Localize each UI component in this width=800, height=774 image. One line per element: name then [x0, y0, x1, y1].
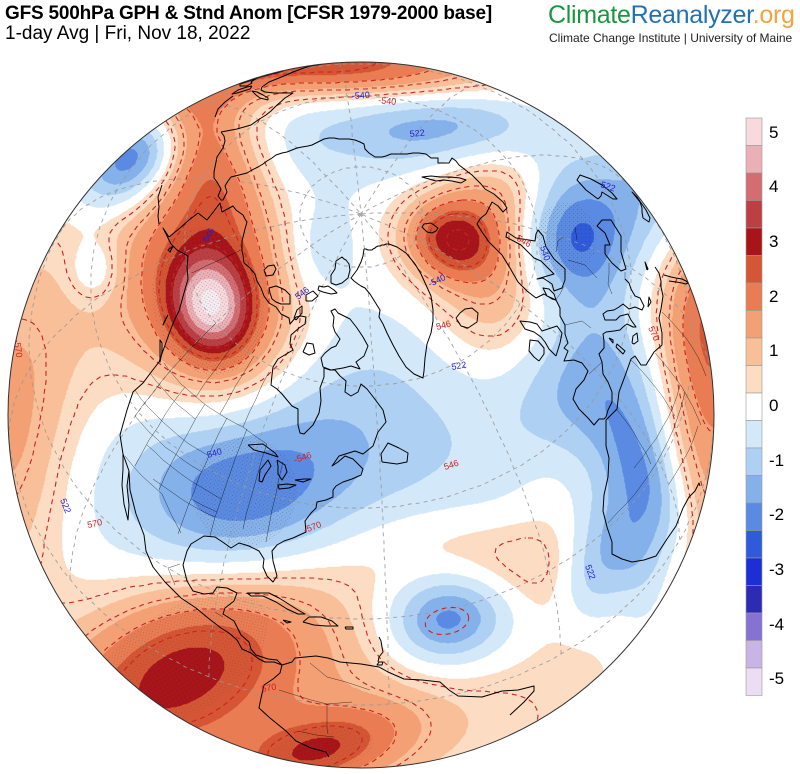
svg-text:-5: -5 — [769, 669, 784, 688]
svg-text:522: 522 — [451, 360, 468, 372]
svg-text:1: 1 — [769, 341, 778, 360]
svg-text:-3: -3 — [769, 560, 784, 579]
svg-text:522: 522 — [409, 127, 425, 139]
svg-text:546: 546 — [435, 318, 452, 332]
svg-text:-540: -540 — [378, 95, 397, 107]
svg-text:522: 522 — [599, 179, 616, 193]
svg-text:0: 0 — [769, 396, 778, 415]
svg-text:522: 522 — [583, 563, 598, 581]
svg-text:-540: -540 — [351, 90, 370, 101]
svg-text:4: 4 — [769, 177, 778, 196]
svg-text:546: 546 — [443, 458, 460, 472]
svg-text:570: 570 — [86, 517, 103, 530]
svg-text:-1: -1 — [769, 451, 784, 470]
svg-text:540: 540 — [538, 245, 552, 262]
svg-text:-4: -4 — [769, 615, 784, 634]
svg-text:540: 540 — [206, 446, 223, 460]
svg-text:570: 570 — [261, 682, 278, 694]
svg-text:5: 5 — [769, 123, 778, 142]
svg-text:-2: -2 — [769, 505, 784, 524]
svg-text:3: 3 — [769, 232, 778, 251]
svg-text:2: 2 — [769, 287, 778, 306]
